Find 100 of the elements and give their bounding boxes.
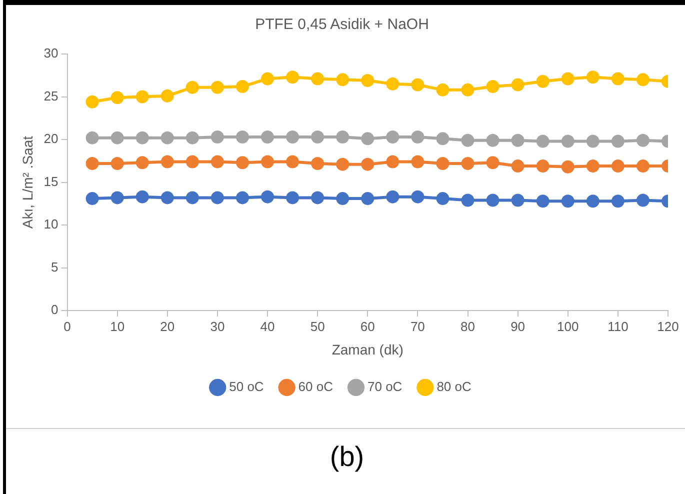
legend-label: 60 oC xyxy=(298,379,334,394)
point xyxy=(636,73,650,86)
point xyxy=(461,156,474,170)
point xyxy=(586,194,600,208)
point xyxy=(411,190,424,204)
point xyxy=(361,74,374,88)
point xyxy=(110,131,124,144)
point xyxy=(486,156,500,170)
point xyxy=(110,91,124,104)
point xyxy=(436,132,450,146)
point xyxy=(636,160,650,173)
point xyxy=(311,72,324,86)
point xyxy=(361,132,374,146)
point xyxy=(136,190,149,204)
x-tick-label: 70 xyxy=(410,318,425,334)
point xyxy=(210,80,224,94)
x-tick-label: 10 xyxy=(110,318,125,334)
point xyxy=(286,191,300,204)
chart-title: PTFE 0,45 Asidik + NaOH xyxy=(255,16,429,34)
y-tick-label: 0 xyxy=(51,302,58,318)
point xyxy=(136,90,149,104)
point xyxy=(386,190,400,204)
point xyxy=(86,95,99,108)
x-tick-label: 60 xyxy=(360,318,375,334)
point xyxy=(361,192,374,206)
point xyxy=(586,70,600,84)
point xyxy=(561,194,574,208)
point xyxy=(261,190,274,204)
point xyxy=(561,134,574,148)
point xyxy=(436,83,450,96)
point xyxy=(136,156,149,170)
point xyxy=(261,72,274,86)
point xyxy=(186,80,199,94)
point xyxy=(461,134,474,147)
y-tick-label: 5 xyxy=(51,259,58,274)
point xyxy=(261,130,274,144)
point xyxy=(311,156,324,170)
point xyxy=(361,158,374,171)
point xyxy=(536,134,550,148)
point xyxy=(611,134,624,148)
point xyxy=(386,130,400,144)
x-tick-label: 40 xyxy=(260,318,275,334)
point xyxy=(110,191,124,204)
x-tick-label: 0 xyxy=(64,318,71,334)
point xyxy=(236,80,249,94)
point xyxy=(160,155,174,168)
y-tick-label: 15 xyxy=(44,174,58,189)
x-tick-label: 30 xyxy=(210,318,225,334)
point xyxy=(561,160,574,174)
point xyxy=(436,192,450,206)
y-tick-label: 10 xyxy=(44,216,58,232)
point xyxy=(411,78,424,92)
point xyxy=(411,155,424,168)
point xyxy=(186,131,199,144)
point xyxy=(286,130,300,144)
point xyxy=(160,131,174,144)
x-tick-label: 90 xyxy=(510,318,526,334)
point xyxy=(286,70,300,84)
point xyxy=(236,191,249,204)
point xyxy=(511,134,524,147)
point xyxy=(511,78,524,92)
point xyxy=(611,72,624,86)
x-axis-title: Zaman (dk) xyxy=(332,341,404,358)
point xyxy=(411,130,424,144)
point xyxy=(86,192,99,206)
text: (b) xyxy=(328,441,366,473)
point xyxy=(486,194,500,207)
point xyxy=(336,158,350,171)
point xyxy=(486,134,500,147)
point xyxy=(110,156,124,170)
point xyxy=(536,74,550,88)
point xyxy=(136,131,149,144)
point xyxy=(386,77,400,90)
point xyxy=(86,131,99,144)
y-tick-label: 30 xyxy=(44,46,58,61)
y-tick-label: 20 xyxy=(44,131,58,146)
point xyxy=(210,191,224,204)
y-tick-label: 25 xyxy=(44,88,58,104)
x-tick-label: 110 xyxy=(608,318,628,334)
point xyxy=(586,160,600,173)
point xyxy=(311,130,324,144)
point xyxy=(160,89,174,102)
point xyxy=(511,160,524,173)
point xyxy=(236,130,249,144)
point xyxy=(236,156,249,170)
point xyxy=(261,155,274,168)
point xyxy=(210,130,224,144)
point xyxy=(511,194,524,207)
x-tick-label: 100 xyxy=(557,318,579,334)
point xyxy=(186,155,199,168)
point xyxy=(286,155,300,168)
point xyxy=(160,191,174,204)
x-tick-label: 20 xyxy=(160,318,175,334)
point xyxy=(336,130,350,144)
x-tick-label: 50 xyxy=(310,318,325,334)
point xyxy=(611,194,624,208)
point xyxy=(486,80,500,94)
point xyxy=(586,134,600,148)
point xyxy=(536,194,550,208)
point xyxy=(336,73,350,86)
